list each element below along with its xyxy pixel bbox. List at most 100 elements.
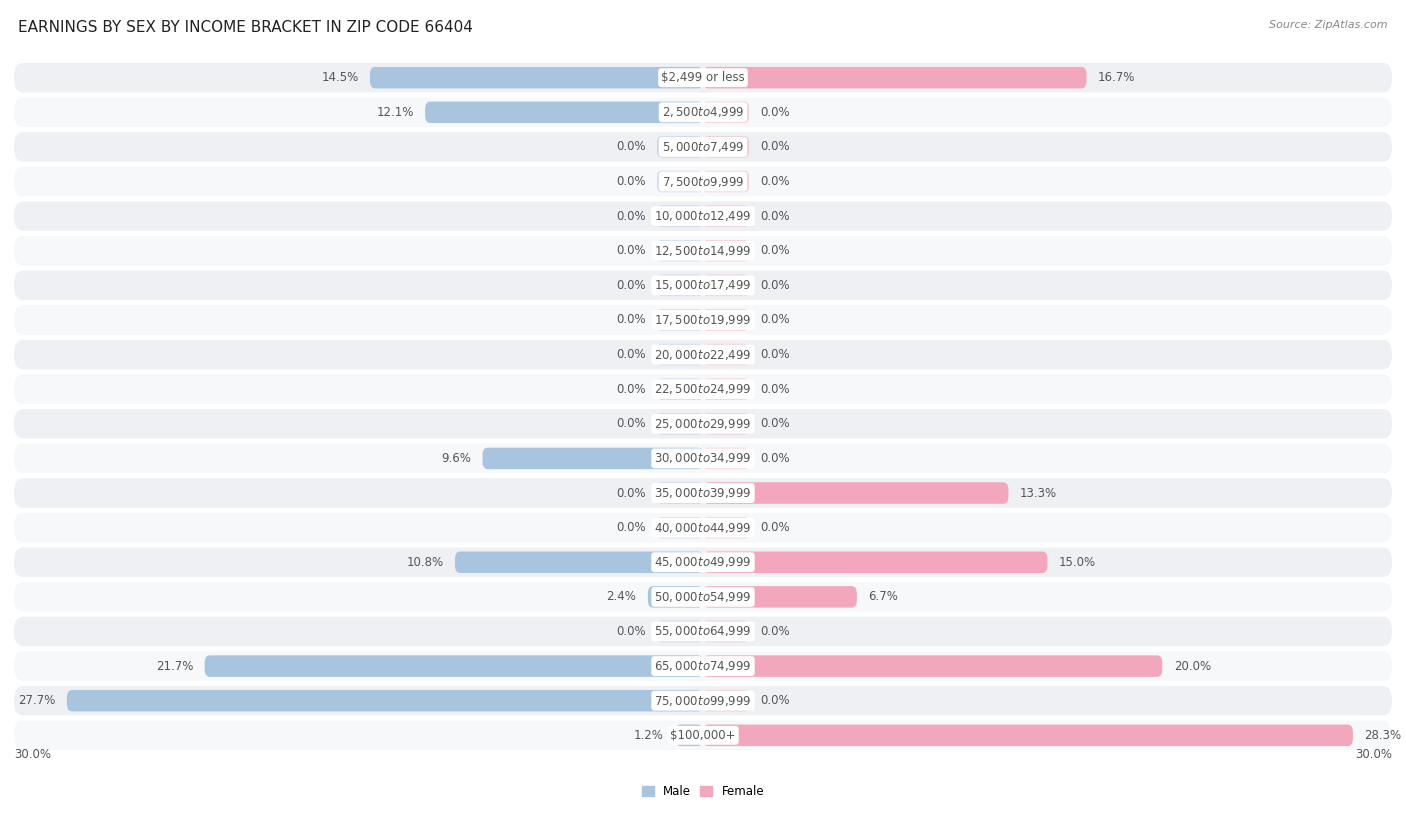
FancyBboxPatch shape <box>14 133 1392 162</box>
Text: 0.0%: 0.0% <box>761 383 790 396</box>
Text: $40,000 to $44,999: $40,000 to $44,999 <box>654 520 752 535</box>
FancyBboxPatch shape <box>657 240 703 262</box>
FancyBboxPatch shape <box>657 482 703 504</box>
FancyBboxPatch shape <box>703 136 749 158</box>
FancyBboxPatch shape <box>657 413 703 434</box>
Text: 0.0%: 0.0% <box>761 175 790 188</box>
FancyBboxPatch shape <box>703 655 1163 677</box>
Text: $2,500 to $4,999: $2,500 to $4,999 <box>662 106 744 120</box>
Text: 9.6%: 9.6% <box>441 452 471 465</box>
Text: 14.5%: 14.5% <box>322 72 359 85</box>
FancyBboxPatch shape <box>657 206 703 227</box>
Text: 12.1%: 12.1% <box>377 106 413 119</box>
Text: 27.7%: 27.7% <box>18 694 55 707</box>
Text: 0.0%: 0.0% <box>761 694 790 707</box>
Text: $55,000 to $64,999: $55,000 to $64,999 <box>654 624 752 638</box>
Text: 0.0%: 0.0% <box>761 106 790 119</box>
FancyBboxPatch shape <box>14 547 1392 577</box>
Text: 20.0%: 20.0% <box>1174 659 1211 672</box>
FancyBboxPatch shape <box>657 309 703 331</box>
FancyBboxPatch shape <box>703 482 1008 504</box>
Text: $45,000 to $49,999: $45,000 to $49,999 <box>654 555 752 569</box>
FancyBboxPatch shape <box>657 517 703 538</box>
FancyBboxPatch shape <box>703 448 749 469</box>
Text: 0.0%: 0.0% <box>761 244 790 257</box>
Legend: Male, Female: Male, Female <box>637 780 769 802</box>
FancyBboxPatch shape <box>14 513 1392 542</box>
Text: 0.0%: 0.0% <box>761 314 790 327</box>
FancyBboxPatch shape <box>14 271 1392 300</box>
Text: 0.0%: 0.0% <box>616 175 645 188</box>
FancyBboxPatch shape <box>703 621 749 642</box>
Text: $5,000 to $7,499: $5,000 to $7,499 <box>662 140 744 154</box>
FancyBboxPatch shape <box>456 551 703 573</box>
FancyBboxPatch shape <box>14 444 1392 473</box>
Text: 10.8%: 10.8% <box>406 556 443 569</box>
Text: $100,000+: $100,000+ <box>671 728 735 741</box>
FancyBboxPatch shape <box>703 344 749 365</box>
FancyBboxPatch shape <box>14 305 1392 335</box>
Text: Source: ZipAtlas.com: Source: ZipAtlas.com <box>1270 20 1388 30</box>
Text: $50,000 to $54,999: $50,000 to $54,999 <box>654 590 752 604</box>
FancyBboxPatch shape <box>14 236 1392 266</box>
Text: $25,000 to $29,999: $25,000 to $29,999 <box>654 417 752 431</box>
FancyBboxPatch shape <box>14 98 1392 127</box>
Text: 0.0%: 0.0% <box>761 279 790 292</box>
Text: 28.3%: 28.3% <box>1364 728 1402 741</box>
Text: 0.0%: 0.0% <box>616 244 645 257</box>
Text: 1.2%: 1.2% <box>634 728 664 741</box>
FancyBboxPatch shape <box>703 690 749 711</box>
Text: 0.0%: 0.0% <box>761 625 790 638</box>
FancyBboxPatch shape <box>14 409 1392 438</box>
FancyBboxPatch shape <box>425 102 703 123</box>
Text: 0.0%: 0.0% <box>761 210 790 223</box>
FancyBboxPatch shape <box>703 67 1087 89</box>
FancyBboxPatch shape <box>657 275 703 296</box>
FancyBboxPatch shape <box>703 517 749 538</box>
Text: 0.0%: 0.0% <box>616 625 645 638</box>
FancyBboxPatch shape <box>703 275 749 296</box>
Text: $22,500 to $24,999: $22,500 to $24,999 <box>654 382 752 396</box>
Text: 13.3%: 13.3% <box>1019 486 1057 499</box>
Text: 0.0%: 0.0% <box>761 452 790 465</box>
Text: 0.0%: 0.0% <box>616 417 645 430</box>
FancyBboxPatch shape <box>703 586 856 607</box>
Text: $10,000 to $12,499: $10,000 to $12,499 <box>654 209 752 223</box>
FancyBboxPatch shape <box>703 724 1353 746</box>
FancyBboxPatch shape <box>370 67 703 89</box>
Text: 0.0%: 0.0% <box>761 141 790 154</box>
Text: $12,500 to $14,999: $12,500 to $14,999 <box>654 244 752 258</box>
FancyBboxPatch shape <box>14 651 1392 680</box>
FancyBboxPatch shape <box>14 582 1392 611</box>
Text: 2.4%: 2.4% <box>606 590 637 603</box>
Text: 0.0%: 0.0% <box>616 521 645 534</box>
Text: $20,000 to $22,499: $20,000 to $22,499 <box>654 348 752 362</box>
FancyBboxPatch shape <box>14 202 1392 231</box>
FancyBboxPatch shape <box>657 344 703 365</box>
Text: 0.0%: 0.0% <box>761 348 790 361</box>
FancyBboxPatch shape <box>14 340 1392 369</box>
Text: $2,499 or less: $2,499 or less <box>661 72 745 85</box>
Text: 15.0%: 15.0% <box>1059 556 1097 569</box>
FancyBboxPatch shape <box>703 413 749 434</box>
Text: EARNINGS BY SEX BY INCOME BRACKET IN ZIP CODE 66404: EARNINGS BY SEX BY INCOME BRACKET IN ZIP… <box>18 20 474 35</box>
FancyBboxPatch shape <box>675 724 703 746</box>
Text: $35,000 to $39,999: $35,000 to $39,999 <box>654 486 752 500</box>
Text: 0.0%: 0.0% <box>616 348 645 361</box>
FancyBboxPatch shape <box>14 686 1392 715</box>
Text: $75,000 to $99,999: $75,000 to $99,999 <box>654 693 752 707</box>
FancyBboxPatch shape <box>703 379 749 400</box>
FancyBboxPatch shape <box>657 621 703 642</box>
FancyBboxPatch shape <box>703 171 749 192</box>
Text: 30.0%: 30.0% <box>1355 748 1392 761</box>
FancyBboxPatch shape <box>703 309 749 331</box>
Text: 0.0%: 0.0% <box>616 314 645 327</box>
Text: 0.0%: 0.0% <box>616 383 645 396</box>
FancyBboxPatch shape <box>703 551 1047 573</box>
Text: 0.0%: 0.0% <box>761 417 790 430</box>
FancyBboxPatch shape <box>648 586 703 607</box>
Text: 30.0%: 30.0% <box>14 748 51 761</box>
Text: $30,000 to $34,999: $30,000 to $34,999 <box>654 451 752 465</box>
Text: 0.0%: 0.0% <box>616 141 645 154</box>
FancyBboxPatch shape <box>703 102 749 123</box>
